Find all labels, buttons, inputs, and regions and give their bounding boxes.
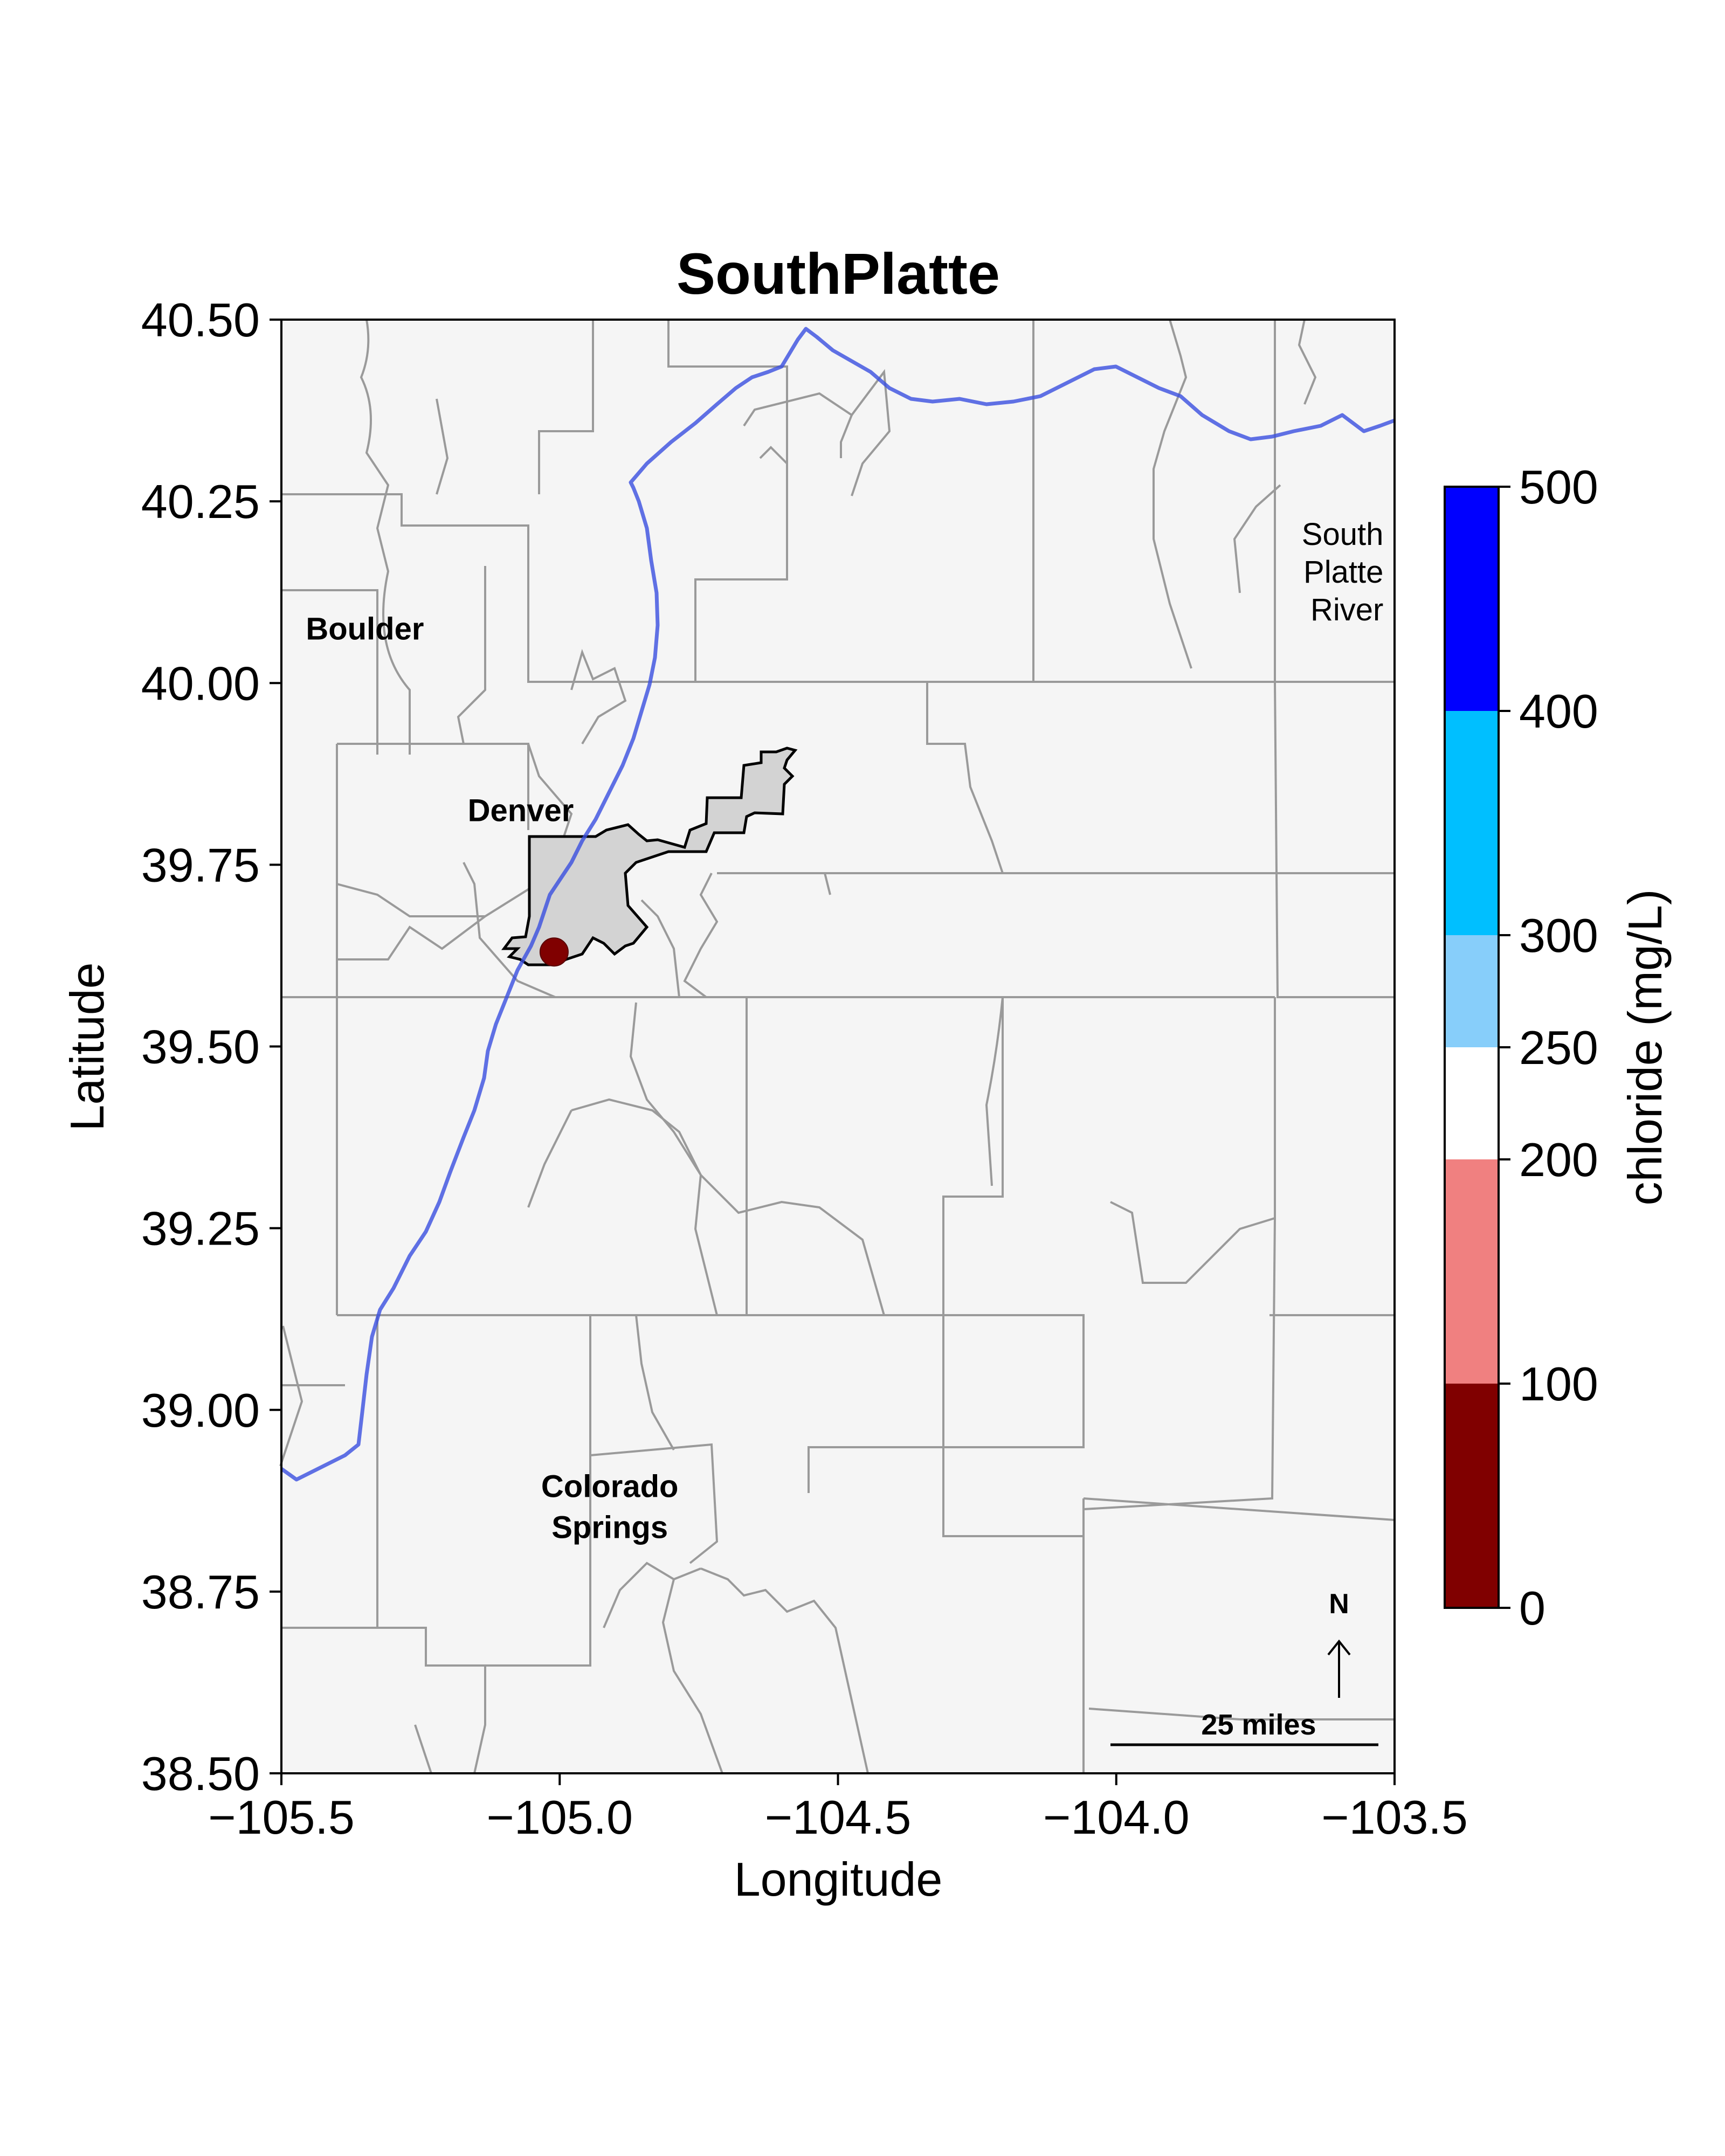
y-axis-label: Latitude [60, 962, 114, 1131]
colorbar: 0 100 200 250 300 400 500 [1444, 460, 1598, 1635]
x-tick-label: −105.5 [208, 1791, 355, 1844]
city-label: Boulder [306, 611, 424, 646]
scale-bar: 25 miles [1110, 1709, 1378, 1746]
river-label-line: South [1302, 517, 1384, 552]
x-tick-label: −103.5 [1321, 1791, 1468, 1844]
city-labels: Boulder Denver Colorado Springs [306, 611, 678, 1545]
y-tick-label: 38.50 [141, 1747, 260, 1800]
monitoring-station-point[interactable] [539, 937, 569, 967]
x-axis-label: Longitude [734, 1853, 943, 1906]
colorbar-tick-label: 200 [1519, 1133, 1598, 1186]
city-label: Springs [551, 1510, 668, 1545]
county-boundaries [279, 319, 1395, 1774]
colorbar-bin [1445, 1159, 1499, 1384]
colorbar-bin [1445, 711, 1499, 935]
x-tick-label: −105.0 [486, 1791, 633, 1844]
colorbar-bin [1445, 935, 1499, 1047]
colorbar-bin [1445, 487, 1499, 711]
x-tick-label: −104.5 [765, 1791, 912, 1844]
y-tick-label: 39.00 [141, 1384, 260, 1437]
map-area: Boulder Denver Colorado Springs SouthPlatte… [279, 319, 1396, 1774]
y-axis-ticks: 38.50 38.75 39.00 39.25 39.50 39.75 40.00 40.25… [141, 293, 281, 1800]
colorbar-tick-label: 400 [1519, 685, 1598, 738]
y-tick-label: 39.25 [141, 1202, 260, 1255]
north-arrow: N [1327, 1588, 1351, 1698]
colorbar-tick-label: 300 [1519, 909, 1598, 962]
scale-bar-label: 25 miles [1201, 1709, 1316, 1741]
north-arrow-label: N [1329, 1588, 1349, 1620]
colorbar-tick-label: 0 [1519, 1581, 1545, 1635]
colorbar-tick-label: 500 [1519, 460, 1598, 514]
city-label: Denver [468, 793, 574, 828]
y-tick-label: 40.00 [141, 657, 260, 710]
y-tick-label: 40.50 [141, 293, 260, 347]
river-label-line: Platte [1303, 555, 1383, 590]
colorbar-label: chloride (mg/L) [1618, 889, 1672, 1206]
colorbar-tick-label: 250 [1519, 1021, 1598, 1074]
x-axis-ticks: −105.5 −105.0 −104.5 −104.0 −103.5 [208, 1773, 1468, 1844]
colorbar-bin [1445, 1047, 1499, 1159]
y-tick-label: 38.75 [141, 1565, 260, 1619]
y-tick-label: 40.25 [141, 475, 260, 528]
map-title: SouthPlatte [677, 241, 1000, 306]
x-tick-label: −104.0 [1043, 1791, 1190, 1844]
y-tick-label: 39.75 [141, 838, 260, 892]
colorbar-tick-label: 100 [1519, 1357, 1598, 1411]
city-label: Colorado [541, 1469, 679, 1504]
river-label-line: River [1310, 592, 1383, 627]
south-platte-river-line [280, 327, 1396, 1482]
y-tick-label: 39.50 [141, 1020, 260, 1074]
colorbar-bin [1445, 1384, 1499, 1608]
map-background [281, 320, 1395, 1773]
urban-area-polygon [501, 747, 798, 966]
